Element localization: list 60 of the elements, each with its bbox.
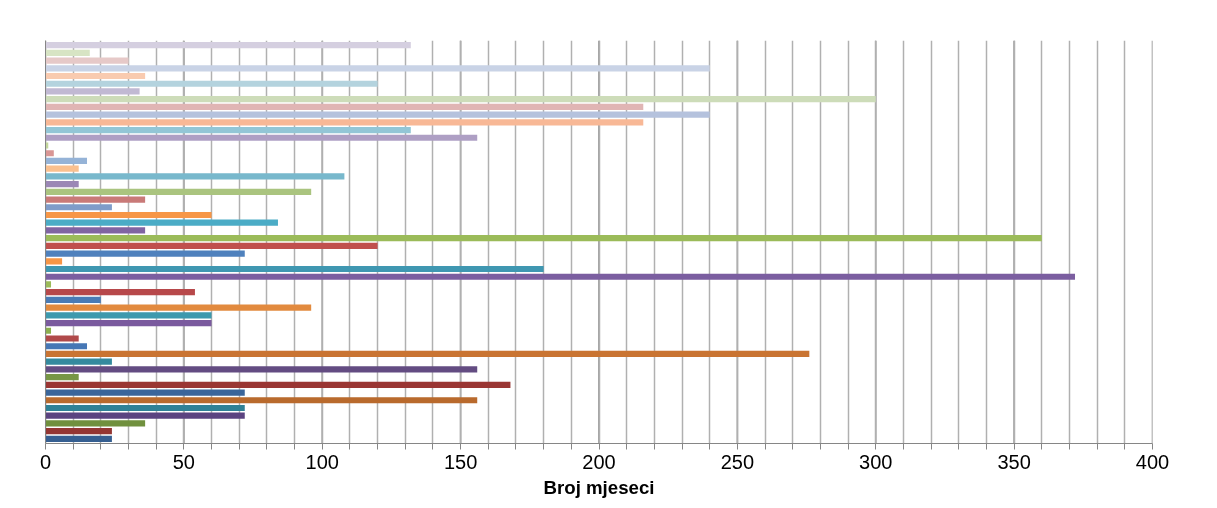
bar (45, 57, 129, 64)
bar (45, 366, 478, 373)
bar (45, 412, 245, 419)
bar (45, 72, 146, 80)
bar (45, 88, 140, 95)
bar (45, 49, 90, 56)
bar (45, 173, 345, 180)
bar (45, 157, 88, 165)
bar (45, 319, 212, 327)
bar (45, 119, 644, 126)
bar (45, 312, 212, 319)
bar (45, 42, 411, 49)
x-tick-label: 0 (39, 450, 52, 473)
x-axis-title: Broj mjeseci (543, 476, 655, 498)
bar (45, 381, 511, 388)
bar (45, 211, 212, 219)
bar (45, 374, 79, 381)
bar (45, 420, 146, 427)
bar (45, 80, 378, 87)
bar (45, 150, 54, 157)
bar (45, 250, 245, 257)
bar (45, 196, 146, 203)
bar (45, 435, 112, 442)
x-tick-label: 50 (172, 450, 195, 473)
bar (45, 404, 245, 412)
bar (45, 181, 79, 188)
x-tick-label: 400 (1135, 450, 1170, 473)
bar (45, 389, 245, 396)
x-tick-label: 350 (997, 450, 1031, 473)
bar (45, 103, 644, 110)
bar (45, 265, 544, 273)
bar (45, 96, 876, 103)
bar (45, 397, 478, 404)
bar (45, 126, 411, 134)
bar (45, 111, 710, 118)
x-tick-label: 150 (443, 450, 478, 473)
bar (45, 188, 312, 195)
bar (45, 304, 312, 311)
bar (45, 204, 112, 211)
bar (45, 428, 112, 435)
bar (45, 343, 88, 350)
bar (45, 227, 146, 234)
bar (45, 65, 710, 72)
x-tick-label: 200 (582, 450, 616, 473)
bar (45, 296, 101, 303)
bar (45, 335, 79, 342)
x-tick-label: 300 (859, 450, 893, 473)
x-tick-label: 100 (305, 450, 339, 473)
bar (45, 350, 810, 358)
bar (45, 258, 63, 265)
bar (45, 235, 1042, 242)
x-tick-label: 250 (720, 450, 755, 473)
bar (45, 134, 478, 141)
bar (45, 358, 112, 365)
bar (45, 242, 378, 249)
bar (45, 273, 1076, 280)
bar (45, 219, 278, 226)
bar (45, 281, 52, 288)
bar (45, 289, 195, 296)
bar (45, 165, 79, 172)
